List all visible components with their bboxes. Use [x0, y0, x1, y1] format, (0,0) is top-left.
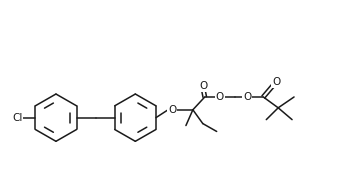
Text: O: O — [215, 92, 224, 102]
Text: O: O — [243, 92, 252, 102]
Text: O: O — [272, 77, 280, 87]
Text: O: O — [168, 105, 176, 115]
Text: Cl: Cl — [12, 113, 23, 123]
Text: O: O — [200, 81, 208, 91]
